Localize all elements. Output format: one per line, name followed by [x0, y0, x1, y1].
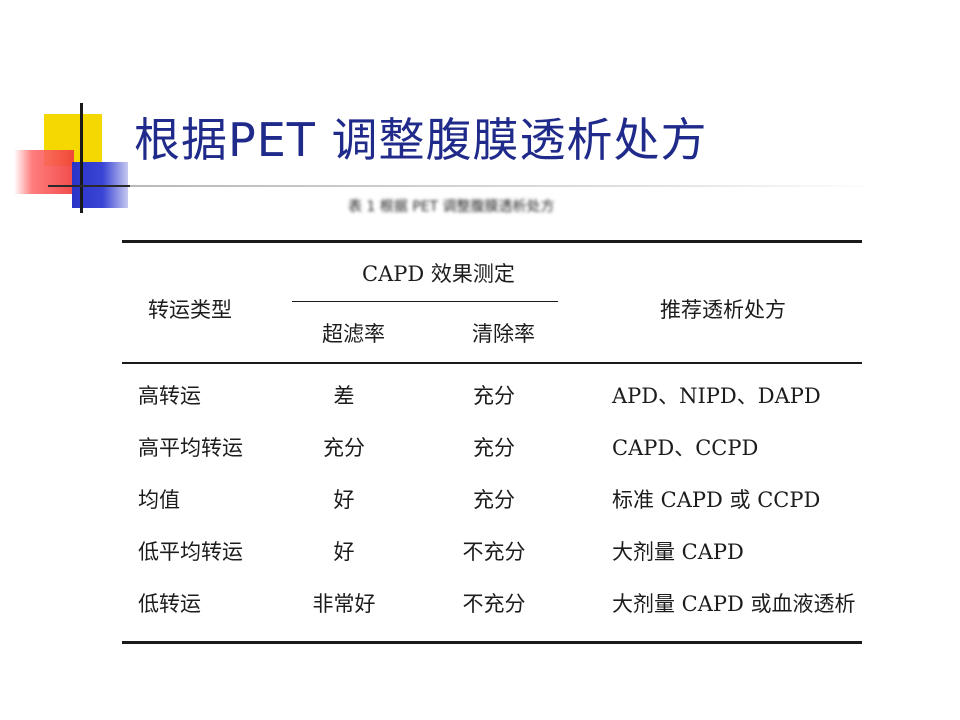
header-transport-type: 转运类型: [148, 298, 232, 322]
pet-table: 转运类型 CAPD 效果测定 超滤率 清除率 推荐透析处方 高转运 差 充分 A…: [122, 240, 862, 646]
decor-horizontal-line: [48, 185, 140, 187]
decor-vertical-line: [80, 103, 83, 213]
row-type: 高转运: [138, 384, 201, 408]
row-rx: 标准 CAPD 或 CCPD: [612, 488, 821, 512]
slide-title: 根据PET 调整腹膜透析处方: [134, 113, 708, 167]
header-recommended-rx: 推荐透析处方: [660, 298, 786, 322]
row-uf: 好: [333, 488, 355, 512]
row-rx: 大剂量 CAPD 或血液透析: [612, 592, 856, 616]
row-uf: 差: [333, 384, 355, 408]
row-clearance: 充分: [473, 436, 515, 460]
row-rx: CAPD、CCPD: [612, 436, 759, 460]
table-caption: 表 1 根据 PET 调整腹膜透析处方: [348, 199, 555, 214]
row-type: 低转运: [138, 592, 201, 616]
row-type: 高平均转运: [138, 436, 243, 460]
table-header-rule: [122, 362, 862, 364]
row-uf: 充分: [323, 436, 365, 460]
header-ultrafiltration: 超滤率: [322, 322, 385, 346]
row-type: 均值: [138, 488, 180, 512]
title-underline: [130, 185, 880, 187]
row-uf: 非常好: [312, 592, 376, 616]
row-clearance: 不充分: [462, 592, 526, 616]
header-clearance: 清除率: [472, 322, 535, 346]
row-clearance: 充分: [473, 488, 515, 512]
row-clearance: 不充分: [462, 540, 526, 564]
table-bottom-rule: [122, 641, 862, 644]
header-sub-rule: [292, 301, 558, 302]
table-top-rule: [122, 240, 862, 243]
row-type: 低平均转运: [138, 540, 243, 564]
row-rx: 大剂量 CAPD: [612, 540, 744, 564]
row-uf: 好: [333, 540, 355, 564]
row-rx: APD、NIPD、DAPD: [612, 384, 821, 408]
row-clearance: 充分: [473, 384, 515, 408]
header-capd-group: CAPD 效果测定: [362, 262, 515, 286]
decor-red-square: [14, 150, 74, 194]
